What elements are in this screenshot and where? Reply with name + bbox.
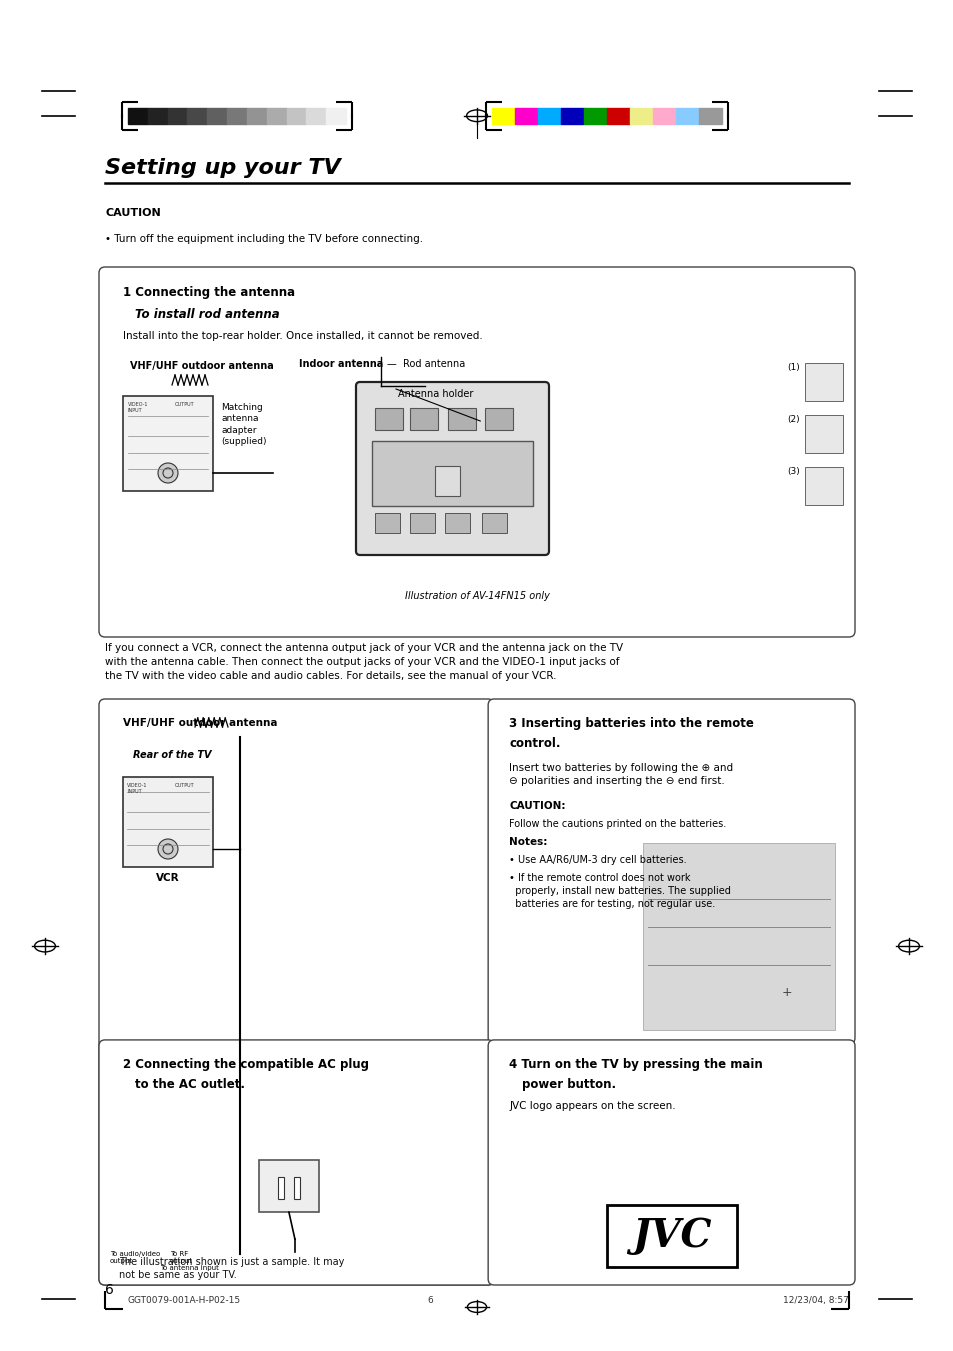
Text: 2 Connecting the compatible AC plug: 2 Connecting the compatible AC plug bbox=[123, 1058, 369, 1071]
Bar bbox=[277, 1177, 284, 1200]
Text: (2): (2) bbox=[786, 415, 799, 424]
Text: JVC logo appears on the screen.: JVC logo appears on the screen. bbox=[509, 1101, 675, 1111]
Text: Matching
antenna
adapter
(supplied): Matching antenna adapter (supplied) bbox=[221, 403, 266, 446]
Text: CAUTION:: CAUTION: bbox=[509, 801, 565, 811]
Text: GGT0079-001A-H-P02-15: GGT0079-001A-H-P02-15 bbox=[128, 1296, 241, 1305]
Text: (1): (1) bbox=[786, 363, 799, 372]
Bar bbox=[267, 108, 286, 123]
FancyBboxPatch shape bbox=[99, 1040, 494, 1285]
Text: VCR: VCR bbox=[156, 873, 179, 884]
Bar bbox=[123, 396, 213, 490]
Text: 4 Turn on the TV by pressing the main: 4 Turn on the TV by pressing the main bbox=[509, 1058, 762, 1071]
Text: Install into the top-rear holder. Once installed, it cannot be removed.: Install into the top-rear holder. Once i… bbox=[123, 331, 482, 340]
Bar bbox=[804, 363, 842, 401]
Text: 3 Inserting batteries into the remote: 3 Inserting batteries into the remote bbox=[509, 717, 753, 730]
Bar bbox=[804, 467, 842, 505]
Bar bbox=[247, 108, 267, 123]
Circle shape bbox=[158, 463, 178, 484]
Text: power button.: power button. bbox=[521, 1078, 616, 1090]
Text: (3): (3) bbox=[786, 467, 799, 476]
Text: To audio/video
output: To audio/video output bbox=[110, 1251, 160, 1265]
Text: The illustration shown is just a sample. It may
not be same as your TV.: The illustration shown is just a sample.… bbox=[119, 1256, 344, 1281]
Bar bbox=[410, 513, 435, 534]
Text: • Turn off the equipment including the TV before connecting.: • Turn off the equipment including the T… bbox=[105, 234, 423, 245]
Bar bbox=[642, 843, 834, 1029]
Text: Antenna holder: Antenna holder bbox=[397, 389, 473, 399]
Text: 1 Connecting the antenna: 1 Connecting the antenna bbox=[123, 286, 294, 299]
Text: • Use AA/R6/UM-3 dry cell batteries.: • Use AA/R6/UM-3 dry cell batteries. bbox=[509, 855, 686, 865]
Bar bbox=[484, 408, 513, 430]
Text: VHF/UHF outdoor antenna: VHF/UHF outdoor antenna bbox=[123, 717, 277, 728]
Bar bbox=[207, 108, 227, 123]
Bar bbox=[606, 108, 629, 123]
Bar bbox=[699, 108, 721, 123]
Bar bbox=[168, 108, 187, 123]
Text: Indoor antenna: Indoor antenna bbox=[298, 359, 382, 369]
Text: VIDEO-1
INPUT: VIDEO-1 INPUT bbox=[127, 784, 148, 794]
Bar bbox=[148, 108, 168, 123]
Bar bbox=[375, 513, 399, 534]
Bar bbox=[481, 513, 506, 534]
Bar bbox=[128, 108, 148, 123]
Text: • If the remote control does not work
  properly, install new batteries. The sup: • If the remote control does not work pr… bbox=[509, 873, 730, 909]
Bar bbox=[606, 1205, 736, 1267]
Bar bbox=[286, 108, 306, 123]
Text: OUTPUT: OUTPUT bbox=[174, 784, 194, 788]
FancyBboxPatch shape bbox=[488, 698, 854, 1044]
FancyBboxPatch shape bbox=[488, 1040, 854, 1285]
Text: CAUTION: CAUTION bbox=[105, 208, 161, 218]
Bar bbox=[258, 1161, 318, 1212]
Bar bbox=[375, 408, 402, 430]
Bar bbox=[583, 108, 606, 123]
Text: Follow the cautions printed on the batteries.: Follow the cautions printed on the batte… bbox=[509, 819, 725, 830]
Bar bbox=[123, 777, 213, 867]
Text: 6: 6 bbox=[427, 1296, 433, 1305]
Bar bbox=[560, 108, 583, 123]
Text: JVC: JVC bbox=[631, 1217, 711, 1255]
Text: to the AC outlet.: to the AC outlet. bbox=[135, 1078, 245, 1090]
Text: Insert two batteries by following the ⊕ and
⊖ polarities and inserting the ⊖ end: Insert two batteries by following the ⊕ … bbox=[509, 763, 733, 786]
Text: To antenna input: To antenna input bbox=[160, 1265, 218, 1271]
Bar bbox=[410, 408, 437, 430]
Bar bbox=[515, 108, 537, 123]
Text: Notes:: Notes: bbox=[509, 838, 547, 847]
Bar bbox=[676, 108, 699, 123]
Bar bbox=[372, 440, 533, 507]
Bar bbox=[187, 108, 207, 123]
Text: control.: control. bbox=[509, 738, 560, 750]
Text: To install rod antenna: To install rod antenna bbox=[135, 308, 279, 322]
Bar bbox=[804, 415, 842, 453]
Text: Illustration of AV-14FN15 only: Illustration of AV-14FN15 only bbox=[404, 590, 549, 601]
Bar bbox=[537, 108, 560, 123]
Bar bbox=[294, 1177, 299, 1200]
Text: Rear of the TV: Rear of the TV bbox=[132, 750, 212, 761]
Bar bbox=[448, 408, 476, 430]
Text: 12/23/04, 8:57: 12/23/04, 8:57 bbox=[782, 1296, 848, 1305]
Text: —  Rod antenna: — Rod antenna bbox=[387, 359, 465, 369]
Text: Setting up your TV: Setting up your TV bbox=[105, 158, 340, 178]
Bar bbox=[444, 513, 470, 534]
Bar bbox=[326, 108, 346, 123]
Bar bbox=[435, 466, 459, 496]
Bar bbox=[306, 108, 326, 123]
Bar bbox=[227, 108, 247, 123]
Text: To RF
output: To RF output bbox=[170, 1251, 193, 1265]
Text: VIDEO-1
INPUT: VIDEO-1 INPUT bbox=[128, 403, 149, 413]
Bar bbox=[492, 108, 515, 123]
Text: +: + bbox=[781, 986, 791, 1000]
Bar bbox=[629, 108, 652, 123]
Bar bbox=[652, 108, 676, 123]
Text: 6: 6 bbox=[105, 1283, 113, 1297]
Text: If you connect a VCR, connect the antenna output jack of your VCR and the antenn: If you connect a VCR, connect the antenn… bbox=[105, 643, 622, 681]
Text: VHF/UHF outdoor antenna: VHF/UHF outdoor antenna bbox=[130, 361, 274, 372]
FancyBboxPatch shape bbox=[99, 267, 854, 638]
FancyBboxPatch shape bbox=[355, 382, 548, 555]
FancyBboxPatch shape bbox=[99, 698, 494, 1285]
Circle shape bbox=[158, 839, 178, 859]
Text: OUTPUT: OUTPUT bbox=[174, 403, 194, 407]
